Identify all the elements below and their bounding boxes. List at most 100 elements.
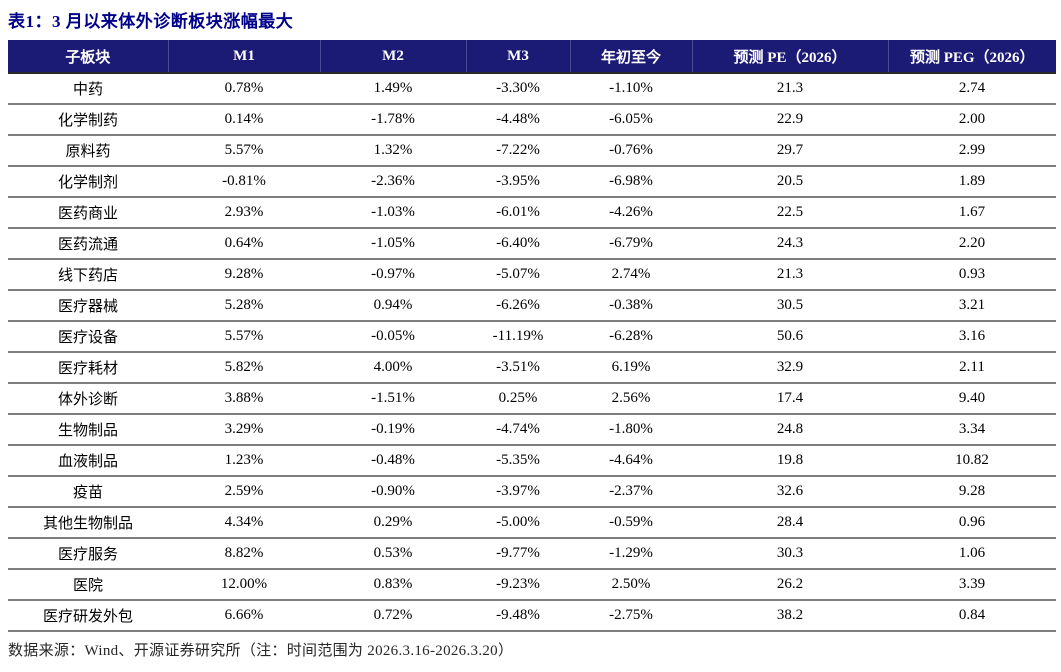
- table-cell: 9.40: [888, 383, 1056, 415]
- sub-sector-name-cell: 其他生物制品: [8, 507, 168, 539]
- table-cell: -6.05%: [570, 104, 692, 136]
- table-row: 中药 0.78% 1.49% -3.30% -1.10% 21.3 2.74: [8, 73, 1056, 105]
- sub-sector-name-cell: 中药: [8, 73, 168, 105]
- table-cell: -4.74%: [466, 414, 570, 446]
- table-cell: 0.83%: [320, 569, 466, 601]
- table-row: 其他生物制品 4.34% 0.29% -5.00% -0.59% 28.4 0.96: [8, 507, 1056, 539]
- table-cell: 0.29%: [320, 507, 466, 539]
- table-cell: 2.11: [888, 352, 1056, 384]
- column-header: M1: [168, 40, 321, 74]
- table-cell: -2.37%: [570, 476, 692, 508]
- table-cell: 8.82%: [168, 538, 320, 570]
- table-cell: 0.14%: [168, 104, 320, 136]
- table-row: 医疗耗材 5.82% 4.00% -3.51% 6.19% 32.9 2.11: [8, 352, 1056, 384]
- table-cell: 0.96: [888, 507, 1056, 539]
- table-cell: 17.4: [692, 383, 888, 415]
- table-cell: 2.56%: [570, 383, 692, 415]
- table-cell: -1.80%: [570, 414, 692, 446]
- table-cell: 50.6: [692, 321, 888, 353]
- sub-sector-name-cell: 原料药: [8, 135, 168, 167]
- table-cell: 22.9: [692, 104, 888, 136]
- sub-sector-name-cell: 医疗设备: [8, 321, 168, 353]
- sub-sector-name-cell: 化学制剂: [8, 166, 168, 198]
- column-header: M3: [466, 40, 571, 74]
- table-cell: 38.2: [692, 600, 888, 632]
- table-cell: 20.5: [692, 166, 888, 198]
- sub-sector-name-cell: 生物制品: [8, 414, 168, 446]
- table-cell: 2.20: [888, 228, 1056, 260]
- column-header: M2: [320, 40, 467, 74]
- table-cell: 0.93: [888, 259, 1056, 291]
- table-cell: 24.3: [692, 228, 888, 260]
- table-cell: 26.2: [692, 569, 888, 601]
- table-cell: -0.81%: [168, 166, 320, 198]
- table-cell: 28.4: [692, 507, 888, 539]
- table-cell: 0.94%: [320, 290, 466, 322]
- table-cell: -11.19%: [466, 321, 570, 353]
- column-header: 预测 PE（2026）: [692, 40, 889, 74]
- table-cell: 1.32%: [320, 135, 466, 167]
- table-cell: 24.8: [692, 414, 888, 446]
- table-cell: 0.78%: [168, 73, 320, 105]
- table-cell: 0.72%: [320, 600, 466, 632]
- table-cell: 2.50%: [570, 569, 692, 601]
- table-row: 原料药 5.57% 1.32% -7.22% -0.76% 29.7 2.99: [8, 135, 1056, 167]
- table-cell: 1.23%: [168, 445, 320, 477]
- table-cell: -6.40%: [466, 228, 570, 260]
- table-cell: 3.39: [888, 569, 1056, 601]
- table-cell: 21.3: [692, 73, 888, 105]
- table-row: 化学制药 0.14% -1.78% -4.48% -6.05% 22.9 2.00: [8, 104, 1056, 136]
- table-cell: 2.74%: [570, 259, 692, 291]
- table-cell: -0.97%: [320, 259, 466, 291]
- table-row: 医疗设备 5.57% -0.05% -11.19% -6.28% 50.6 3.16: [8, 321, 1056, 353]
- sub-sector-name-cell: 医疗器械: [8, 290, 168, 322]
- table-cell: 1.49%: [320, 73, 466, 105]
- table-cell: -6.98%: [570, 166, 692, 198]
- sub-sector-name-cell: 医疗服务: [8, 538, 168, 570]
- table-row: 线下药店 9.28% -0.97% -5.07% 2.74% 21.3 0.93: [8, 259, 1056, 291]
- table-cell: 4.34%: [168, 507, 320, 539]
- table-cell: 0.53%: [320, 538, 466, 570]
- table-cell: -7.22%: [466, 135, 570, 167]
- table-title: 表1：3 月以来体外诊断板块涨幅最大: [8, 12, 294, 31]
- table-cell: 2.59%: [168, 476, 320, 508]
- table-cell: -3.97%: [466, 476, 570, 508]
- table-cell: 5.57%: [168, 135, 320, 167]
- table-cell: -1.05%: [320, 228, 466, 260]
- sub-sector-name-cell: 血液制品: [8, 445, 168, 477]
- table-cell: 3.88%: [168, 383, 320, 415]
- table-row: 医疗服务 8.82% 0.53% -9.77% -1.29% 30.3 1.06: [8, 538, 1056, 570]
- table-cell: -0.48%: [320, 445, 466, 477]
- table-cell: 2.99: [888, 135, 1056, 167]
- table-cell: 0.25%: [466, 383, 570, 415]
- table-cell: -5.35%: [466, 445, 570, 477]
- table-cell: -1.10%: [570, 73, 692, 105]
- table-cell: -1.78%: [320, 104, 466, 136]
- table-cell: 3.34: [888, 414, 1056, 446]
- table-cell: -4.48%: [466, 104, 570, 136]
- table-cell: -4.64%: [570, 445, 692, 477]
- table-cell: 30.3: [692, 538, 888, 570]
- table-cell: 1.67: [888, 197, 1056, 229]
- table-cell: -3.30%: [466, 73, 570, 105]
- sub-sector-name-cell: 医药商业: [8, 197, 168, 229]
- table-cell: 3.21: [888, 290, 1056, 322]
- table-cell: 0.84: [888, 600, 1056, 632]
- table-cell: -5.07%: [466, 259, 570, 291]
- table-row: 医疗器械 5.28% 0.94% -6.26% -0.38% 30.5 3.21: [8, 290, 1056, 322]
- table-cell: -9.48%: [466, 600, 570, 632]
- table-row: 疫苗 2.59% -0.90% -3.97% -2.37% 32.6 9.28: [8, 476, 1056, 508]
- table-row: 医疗研发外包 6.66% 0.72% -9.48% -2.75% 38.2 0.84: [8, 600, 1056, 632]
- table-cell: -0.05%: [320, 321, 466, 353]
- table-cell: -0.59%: [570, 507, 692, 539]
- table-cell: -0.19%: [320, 414, 466, 446]
- table-cell: 30.5: [692, 290, 888, 322]
- table-row: 医药流通 0.64% -1.05% -6.40% -6.79% 24.3 2.20: [8, 228, 1056, 260]
- sub-sector-name-cell: 疫苗: [8, 476, 168, 508]
- table-cell: -1.51%: [320, 383, 466, 415]
- table-cell: -6.01%: [466, 197, 570, 229]
- table-cell: -1.29%: [570, 538, 692, 570]
- table-row: 体外诊断 3.88% -1.51% 0.25% 2.56% 17.4 9.40: [8, 383, 1056, 415]
- table-cell: 32.6: [692, 476, 888, 508]
